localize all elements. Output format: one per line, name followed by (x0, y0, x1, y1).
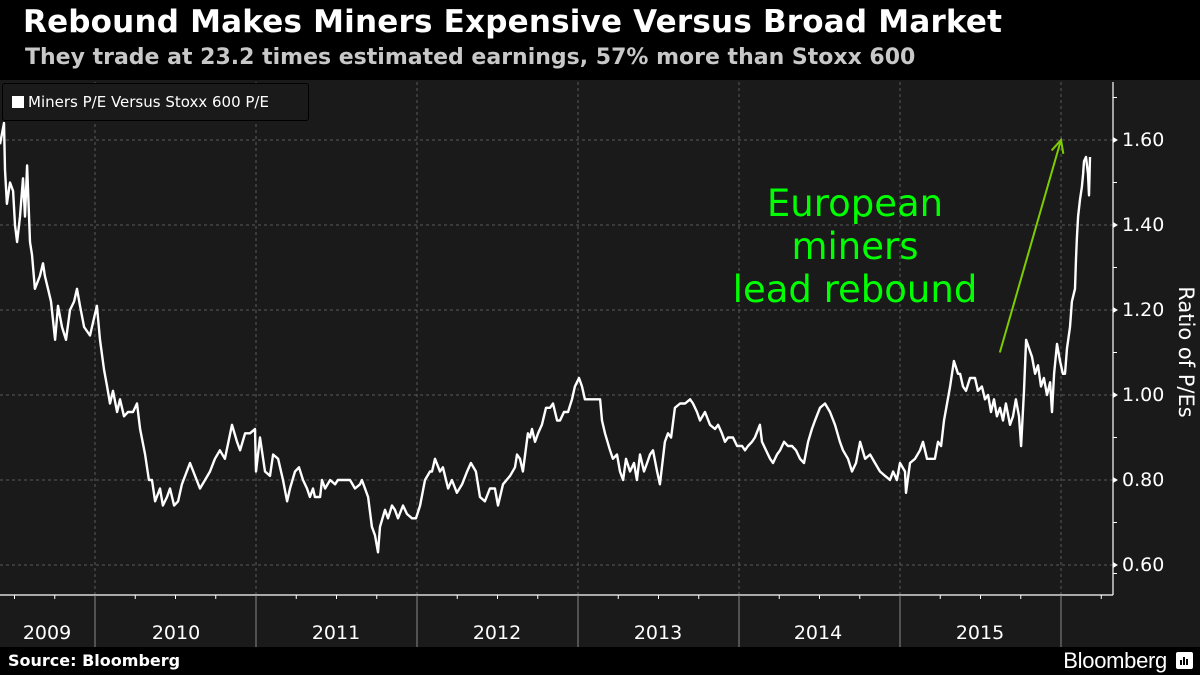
annotation-line-1: European miners (766, 182, 944, 268)
x-tick-label: 2014 (793, 622, 843, 644)
plot-background (0, 80, 1200, 647)
x-tick-label: 2010 (151, 622, 201, 644)
series-line-miners-pe-ratio (0, 121, 1092, 554)
annotation-line-2: lead rebound (732, 268, 978, 311)
y-tick-label: 0.60 (1122, 554, 1165, 576)
chart-header: Rebound Makes Miners Expensive Versus Br… (0, 0, 1200, 80)
footer: Source: Bloomberg Bloomberg (0, 647, 1200, 675)
source-note: Source: Bloomberg (8, 651, 181, 670)
y-tick-label: 0.80 (1122, 469, 1165, 491)
y-tick-label: 1.20 (1122, 299, 1165, 321)
legend: Miners P/E Versus Stoxx 600 P/E (2, 83, 309, 121)
y-tick-label: 1.00 (1122, 384, 1165, 406)
annotation-text: European miners lead rebound (700, 182, 1010, 311)
x-tick-label: 2012 (472, 622, 522, 644)
x-tick-label: 2015 (955, 622, 1005, 644)
brand-logo-text: Bloomberg (1063, 648, 1167, 673)
y-tick-label: 1.60 (1122, 129, 1165, 151)
legend-swatch-icon (12, 96, 24, 108)
y-axis-title: Ratio of P/Es (1174, 286, 1198, 418)
bloomberg-chart-icon (1176, 652, 1193, 669)
x-tick-label: 2009 (22, 622, 72, 644)
x-tick-label: 2011 (311, 622, 361, 644)
annotation-arrow-icon (998, 137, 1065, 353)
axes (0, 82, 1118, 647)
chart-title: Rebound Makes Miners Expensive Versus Br… (23, 4, 1003, 40)
x-tick-label: 2013 (633, 622, 683, 644)
y-tick-label: 1.40 (1122, 214, 1165, 236)
legend-label: Miners P/E Versus Stoxx 600 P/E (28, 93, 269, 111)
chart-subtitle: They trade at 23.2 times estimated earni… (25, 45, 916, 70)
gridlines (0, 82, 1113, 595)
